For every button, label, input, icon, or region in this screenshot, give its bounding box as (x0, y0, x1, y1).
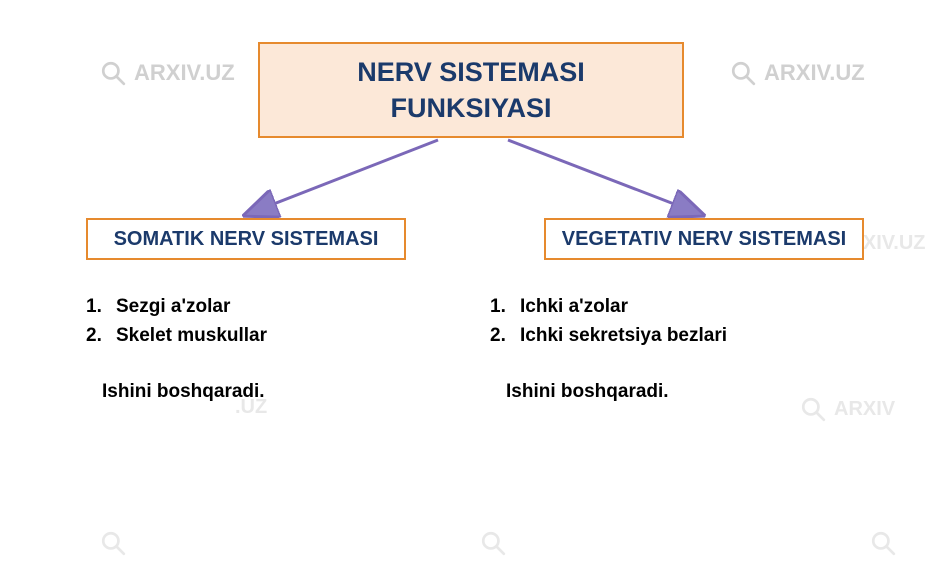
list-text: Ichki sekretsiya bezlari (520, 321, 727, 350)
list-item: 2. Skelet muskullar (86, 321, 267, 350)
list-num: 2. (86, 321, 108, 350)
list-num: 1. (86, 292, 108, 321)
watermark-text: ARXIV.UZ (764, 60, 865, 86)
right-branch-label: VEGETATIV NERV SISTEMASI (562, 228, 847, 251)
magnifier-icon (730, 60, 756, 86)
right-branch-footer: Ishini boshqaradi. (506, 377, 727, 406)
list-item: 2. Ichki sekretsiya bezlari (490, 321, 727, 350)
right-branch-box: VEGETATIV NERV SISTEMASI (544, 218, 864, 260)
list-text: Sezgi a'zolar (116, 292, 230, 321)
title-line1: NERV SISTEMASI (357, 54, 585, 90)
list-text: Ichki a'zolar (520, 292, 628, 321)
magnifier-icon (480, 530, 506, 556)
title-box: NERV SISTEMASI FUNKSIYASI (258, 42, 684, 138)
right-branch-list: 1. Ichki a'zolar 2. Ichki sekretsiya bez… (490, 292, 727, 406)
list-num: 2. (490, 321, 512, 350)
list-num: 1. (490, 292, 512, 321)
watermark (100, 530, 126, 556)
watermark-text: ARXIV.UZ (134, 60, 235, 86)
left-branch-list: 1. Sezgi a'zolar 2. Skelet muskullar Ish… (86, 292, 267, 406)
left-branch-label: SOMATIK NERV SISTEMASI (114, 228, 379, 251)
watermark (480, 530, 506, 556)
watermark: ARXIV.UZ (730, 60, 865, 86)
magnifier-icon (800, 396, 826, 422)
watermark: ARXIV.UZ (100, 60, 235, 86)
watermark: ARXIV (800, 396, 895, 422)
title-line2: FUNKSIYASI (390, 90, 551, 126)
left-branch-box: SOMATIK NERV SISTEMASI (86, 218, 406, 260)
left-branch-footer: Ishini boshqaradi. (102, 377, 267, 406)
list-item: 1. Sezgi a'zolar (86, 292, 267, 321)
magnifier-icon (100, 60, 126, 86)
list-text: Skelet muskullar (116, 321, 267, 350)
list-item: 1. Ichki a'zolar (490, 292, 727, 321)
watermark (870, 530, 896, 556)
magnifier-icon (870, 530, 896, 556)
magnifier-icon (100, 530, 126, 556)
watermark-text: ARXIV (834, 398, 895, 421)
